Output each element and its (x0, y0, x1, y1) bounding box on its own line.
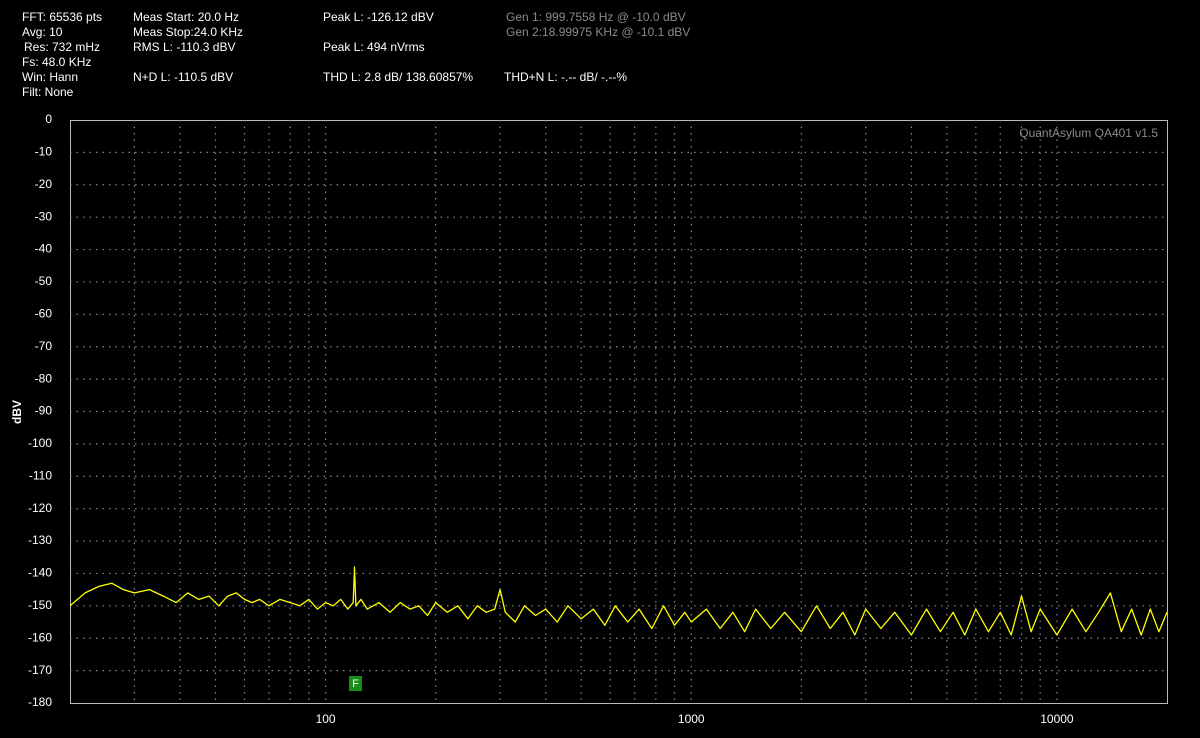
generator-text: Gen 2:18.99975 KHz @ -10.1 dBV (506, 25, 690, 39)
status-text: THD+N L: -.-- dB/ -.--% (504, 70, 627, 84)
status-text: Fs: 48.0 KHz (22, 55, 91, 69)
y-tick-label: -140 (28, 566, 52, 580)
y-tick-label: -150 (28, 598, 52, 612)
status-text: Peak L: -126.12 dBV (323, 10, 434, 24)
y-tick-label: -90 (35, 404, 53, 418)
status-text: Res: 732 mHz (24, 40, 100, 54)
y-tick-label: -70 (35, 339, 53, 353)
status-text: THD L: 2.8 dB/ 138.60857% (323, 70, 473, 84)
y-tick-label: -120 (28, 501, 52, 515)
status-text: Win: Hann (22, 70, 78, 84)
x-tick-label: 10000 (1040, 712, 1074, 726)
x-tick-label: 100 (316, 712, 336, 726)
status-text: Meas Start: 20.0 Hz (133, 10, 239, 24)
y-tick-label: -180 (28, 695, 52, 709)
y-tick-label: -170 (28, 663, 52, 677)
y-tick-label: -80 (35, 371, 53, 385)
y-tick-label: -60 (35, 307, 53, 321)
status-panel: FFT: 65536 pts Avg: 10 Res: 732 mHz Fs: … (22, 10, 690, 99)
y-tick-label: -10 (35, 145, 53, 159)
status-text: Avg: 10 (22, 25, 63, 39)
watermark: QuantAsylum QA401 v1.5 (1019, 126, 1158, 140)
generator-text: Gen 1: 999.7558 Hz @ -10.0 dBV (506, 10, 686, 24)
y-tick-label: 0 (45, 112, 52, 126)
status-text: FFT: 65536 pts (22, 10, 102, 24)
plot: 0 -10 -20 -30 -40 -50 -60 -70 -80 -90 -100 -110 -120… (28, 112, 1168, 726)
marker-label[interactable]: F (352, 678, 359, 690)
y-tick-label: -100 (28, 436, 52, 450)
status-text: Meas Stop:24.0 KHz (133, 25, 243, 39)
x-tick-label: 1000 (678, 712, 705, 726)
y-axis-label: dBV (10, 400, 24, 424)
y-tick-label: -20 (35, 177, 53, 191)
y-tick-label: -130 (28, 533, 52, 547)
y-tick-label: -40 (35, 242, 53, 256)
marker-box[interactable] (349, 676, 362, 691)
status-text: Peak L: 494 nVrms (323, 40, 425, 54)
y-tick-label: -30 (35, 209, 53, 223)
plot-frame (70, 120, 1168, 704)
status-text: Filt: None (22, 85, 74, 99)
status-text: RMS L: -110.3 dBV (133, 40, 236, 54)
y-tick-label: -160 (28, 630, 52, 644)
status-text: N+D L: -110.5 dBV (133, 70, 233, 84)
spectrum-trace (69, 566, 1168, 636)
y-tick-label: -50 (35, 274, 53, 288)
y-tick-label: -110 (29, 468, 52, 482)
